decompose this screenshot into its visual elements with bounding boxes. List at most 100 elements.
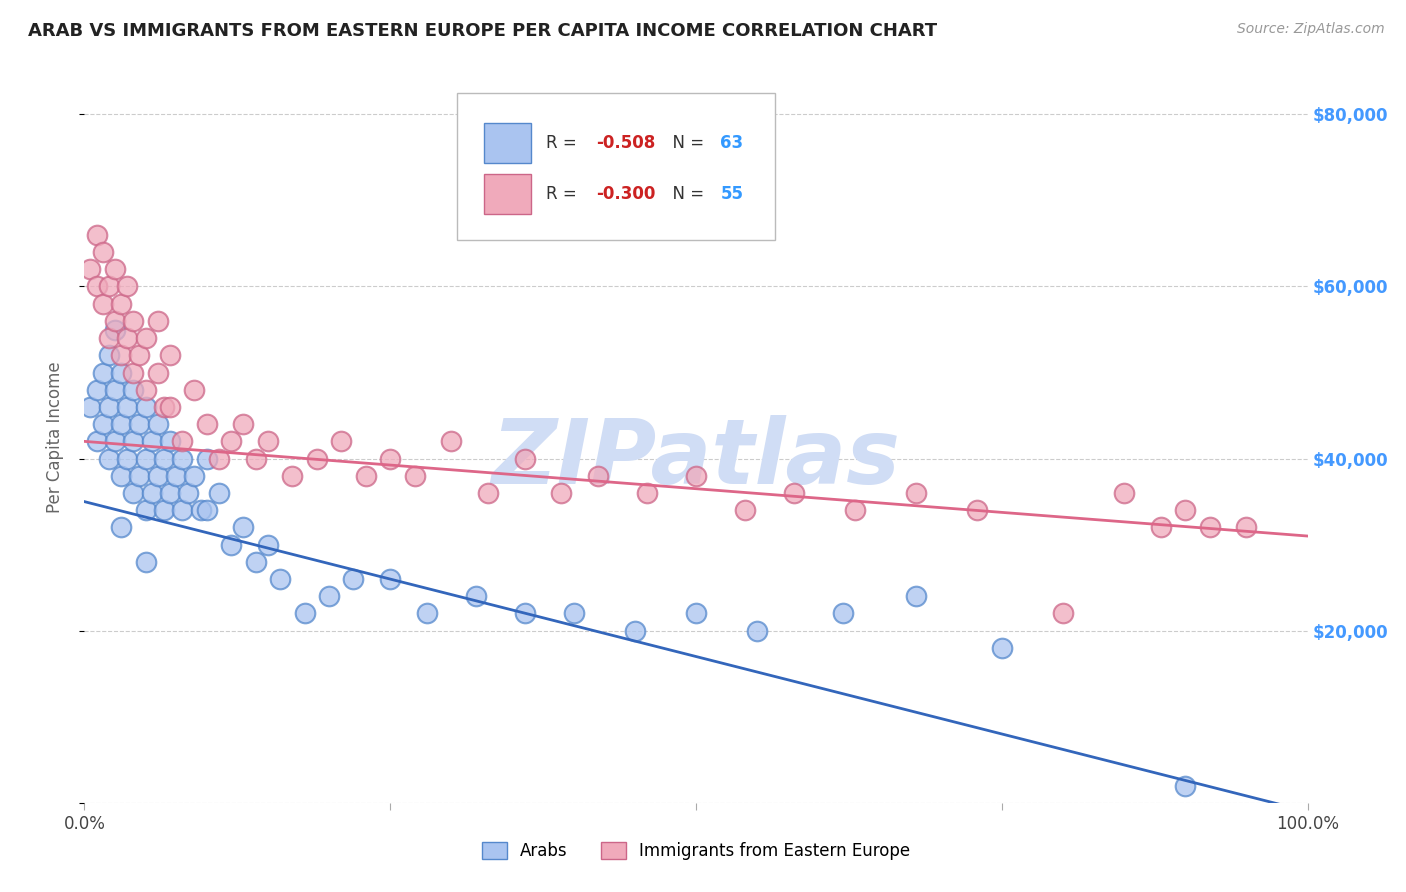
Point bbox=[172, 434, 194, 449]
Point bbox=[257, 434, 280, 449]
Point bbox=[79, 400, 101, 414]
Point bbox=[195, 417, 218, 432]
Bar bbox=[484, 122, 531, 163]
Point bbox=[110, 366, 132, 380]
Point bbox=[110, 296, 132, 310]
Point bbox=[281, 468, 304, 483]
Point bbox=[1174, 503, 1197, 517]
Point bbox=[97, 451, 120, 466]
Point bbox=[91, 366, 114, 380]
Text: Source: ZipAtlas.com: Source: ZipAtlas.com bbox=[1237, 22, 1385, 37]
Point bbox=[115, 451, 138, 466]
Point bbox=[110, 417, 132, 432]
Point bbox=[562, 607, 585, 621]
Point bbox=[135, 555, 157, 569]
Point bbox=[1236, 520, 1258, 534]
Point bbox=[122, 486, 145, 500]
Point bbox=[86, 434, 108, 449]
Point bbox=[97, 400, 120, 414]
Point bbox=[477, 486, 499, 500]
Point bbox=[79, 262, 101, 277]
Point bbox=[245, 555, 267, 569]
Point bbox=[305, 451, 328, 466]
Point bbox=[110, 348, 132, 362]
Point bbox=[135, 383, 157, 397]
Point bbox=[135, 503, 157, 517]
Point bbox=[219, 538, 242, 552]
Point bbox=[1198, 520, 1220, 534]
Point bbox=[208, 486, 231, 500]
Point bbox=[1114, 486, 1136, 500]
Point bbox=[257, 538, 280, 552]
Legend: Arabs, Immigrants from Eastern Europe: Arabs, Immigrants from Eastern Europe bbox=[482, 842, 910, 860]
Point bbox=[1174, 779, 1197, 793]
Point bbox=[104, 322, 127, 336]
Point bbox=[991, 640, 1014, 655]
Point bbox=[122, 383, 145, 397]
Point bbox=[783, 486, 806, 500]
Point bbox=[128, 468, 150, 483]
Point bbox=[1052, 607, 1074, 621]
Point bbox=[342, 572, 364, 586]
Bar bbox=[484, 174, 531, 214]
Point bbox=[190, 503, 212, 517]
Point bbox=[159, 486, 181, 500]
Point bbox=[844, 503, 866, 517]
Point bbox=[232, 417, 254, 432]
Point bbox=[183, 383, 205, 397]
Point bbox=[380, 572, 402, 586]
Point bbox=[380, 451, 402, 466]
Point bbox=[232, 520, 254, 534]
Point bbox=[104, 314, 127, 328]
Point bbox=[122, 314, 145, 328]
Point bbox=[146, 468, 169, 483]
Point bbox=[513, 451, 536, 466]
Point bbox=[172, 451, 194, 466]
Point bbox=[195, 451, 218, 466]
Text: -0.300: -0.300 bbox=[596, 186, 655, 203]
Point bbox=[104, 262, 127, 277]
Point bbox=[141, 486, 163, 500]
Point bbox=[734, 503, 756, 517]
Point bbox=[115, 331, 138, 345]
Point bbox=[416, 607, 439, 621]
Point bbox=[159, 400, 181, 414]
Point bbox=[104, 434, 127, 449]
Point bbox=[91, 417, 114, 432]
Point bbox=[146, 366, 169, 380]
Point bbox=[245, 451, 267, 466]
Point bbox=[153, 451, 176, 466]
Point bbox=[122, 366, 145, 380]
Point bbox=[354, 468, 377, 483]
Text: 55: 55 bbox=[720, 186, 744, 203]
Point bbox=[146, 314, 169, 328]
Point bbox=[464, 589, 486, 603]
FancyBboxPatch shape bbox=[457, 94, 776, 240]
Point bbox=[86, 227, 108, 242]
Point bbox=[550, 486, 572, 500]
Point bbox=[219, 434, 242, 449]
Text: N =: N = bbox=[662, 186, 709, 203]
Point bbox=[110, 468, 132, 483]
Point bbox=[294, 607, 316, 621]
Point bbox=[685, 468, 707, 483]
Point bbox=[1150, 520, 1173, 534]
Text: R =: R = bbox=[546, 186, 582, 203]
Point bbox=[135, 400, 157, 414]
Point bbox=[685, 607, 707, 621]
Y-axis label: Per Capita Income: Per Capita Income bbox=[45, 361, 63, 513]
Point bbox=[86, 279, 108, 293]
Point bbox=[165, 468, 187, 483]
Point bbox=[269, 572, 291, 586]
Point bbox=[135, 331, 157, 345]
Point bbox=[195, 503, 218, 517]
Point bbox=[86, 383, 108, 397]
Point bbox=[91, 245, 114, 260]
Point bbox=[141, 434, 163, 449]
Text: ZIPatlas: ZIPatlas bbox=[492, 415, 900, 503]
Point bbox=[183, 468, 205, 483]
Point bbox=[153, 503, 176, 517]
Point bbox=[831, 607, 853, 621]
Point bbox=[97, 331, 120, 345]
Point bbox=[624, 624, 647, 638]
